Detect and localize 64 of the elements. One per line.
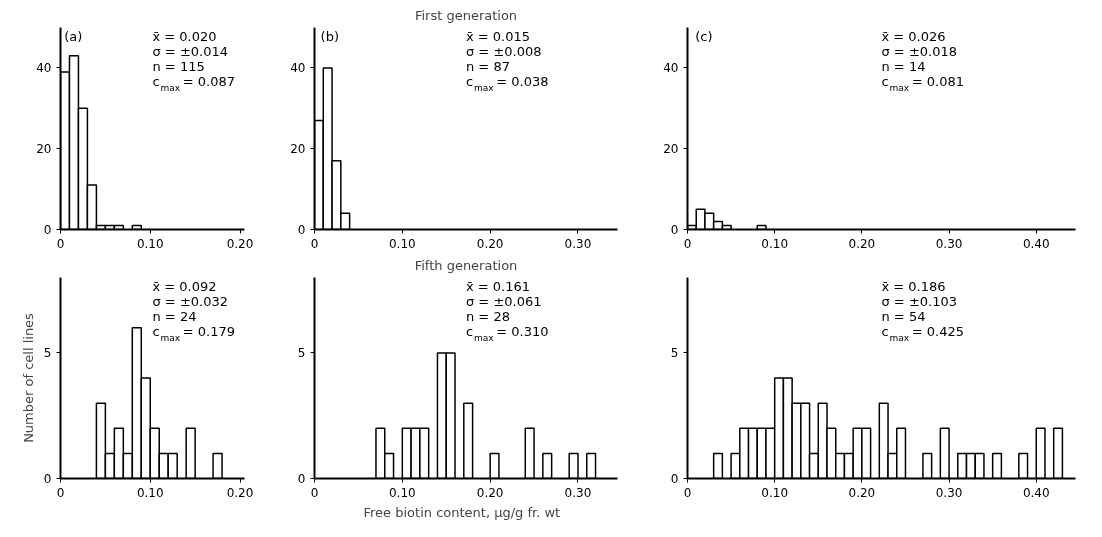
x-tick-label: 0.10 — [136, 485, 164, 500]
x-tick-label: 0.10 — [761, 485, 789, 500]
annotation: n = 28 — [466, 308, 510, 324]
y-tick-label: 0 — [43, 472, 52, 486]
annotation: x̄ = 0.092 — [152, 278, 217, 294]
chart-title: First generation — [414, 7, 518, 23]
x-tick-label: 0.20 — [476, 236, 504, 251]
annotation: σ = ±0.018 — [881, 43, 958, 59]
x-tick-label: 0.40 — [1022, 236, 1050, 251]
annotation: σ = ±0.061 — [466, 293, 542, 309]
annotation: (a) — [64, 28, 83, 44]
annotation: x̄ = 0.015 — [466, 28, 531, 44]
x-tick-label: 0.20 — [848, 485, 876, 500]
x-tick-label: 0.20 — [476, 485, 504, 500]
chart-title: Fifth generation — [414, 257, 518, 273]
y-tick-label: 0 — [670, 223, 679, 237]
x-tick-label: 0 — [683, 485, 692, 500]
y-tick-label: 40 — [290, 61, 306, 76]
annotation: n = 115 — [152, 58, 205, 74]
y-tick-label: 20 — [36, 142, 52, 157]
x-tick-label: 0.30 — [935, 236, 963, 251]
x-tick-label: 0 — [683, 236, 692, 251]
annotation: x̄ = 0.161 — [466, 278, 531, 294]
annotation: σ = ±0.008 — [466, 43, 542, 59]
annotation: (c) — [695, 28, 713, 44]
x-tick-label: 0.20 — [848, 236, 876, 251]
x-tick-label: 0.10 — [136, 236, 164, 251]
x-axis-title: Free biotin content, μg/g fr. wt — [363, 504, 561, 520]
annotation: x̄ = 0.186 — [881, 278, 946, 294]
x-tick-label: 0.30 — [564, 236, 592, 251]
annotation: σ = ±0.014 — [152, 43, 229, 59]
annotation: x̄ = 0.026 — [881, 28, 946, 44]
annotation: x̄ = 0.020 — [152, 28, 217, 44]
y-tick-label: 0 — [670, 472, 679, 486]
y-tick-label: 5 — [43, 346, 52, 361]
annotation: σ = ±0.103 — [881, 293, 958, 309]
x-tick-label: 0.10 — [388, 236, 416, 251]
x-tick-label: 0.20 — [226, 236, 254, 251]
x-tick-label: 0 — [56, 485, 65, 500]
y-tick-label: 0 — [297, 472, 306, 486]
y-tick-label: 40 — [36, 61, 52, 76]
x-tick-label: 0.10 — [388, 485, 416, 500]
y-tick-label: 0 — [43, 223, 52, 237]
annotation: (b) — [320, 28, 339, 44]
y-tick-label: 20 — [290, 142, 306, 157]
y-tick-label: 40 — [663, 61, 679, 76]
y-axis-title: Number of cell lines — [20, 312, 36, 443]
y-tick-label: 0 — [297, 223, 306, 237]
y-tick-label: 20 — [663, 142, 679, 157]
x-tick-label: 0.40 — [1022, 485, 1050, 500]
x-tick-label: 0 — [310, 485, 319, 500]
x-tick-label: 0 — [310, 236, 319, 251]
annotation: n = 14 — [881, 58, 926, 74]
y-tick-label: 5 — [670, 346, 679, 361]
annotation: n = 24 — [152, 308, 197, 324]
x-tick-label: 0.10 — [761, 236, 789, 251]
x-tick-label: 0.20 — [226, 485, 254, 500]
x-tick-label: 0.30 — [564, 485, 592, 500]
x-tick-label: 0 — [56, 236, 65, 251]
annotation: n = 54 — [881, 308, 926, 324]
x-tick-label: 0.30 — [935, 485, 963, 500]
annotation: σ = ±0.032 — [152, 293, 229, 309]
y-tick-label: 5 — [297, 346, 306, 361]
annotation: n = 87 — [466, 58, 510, 74]
